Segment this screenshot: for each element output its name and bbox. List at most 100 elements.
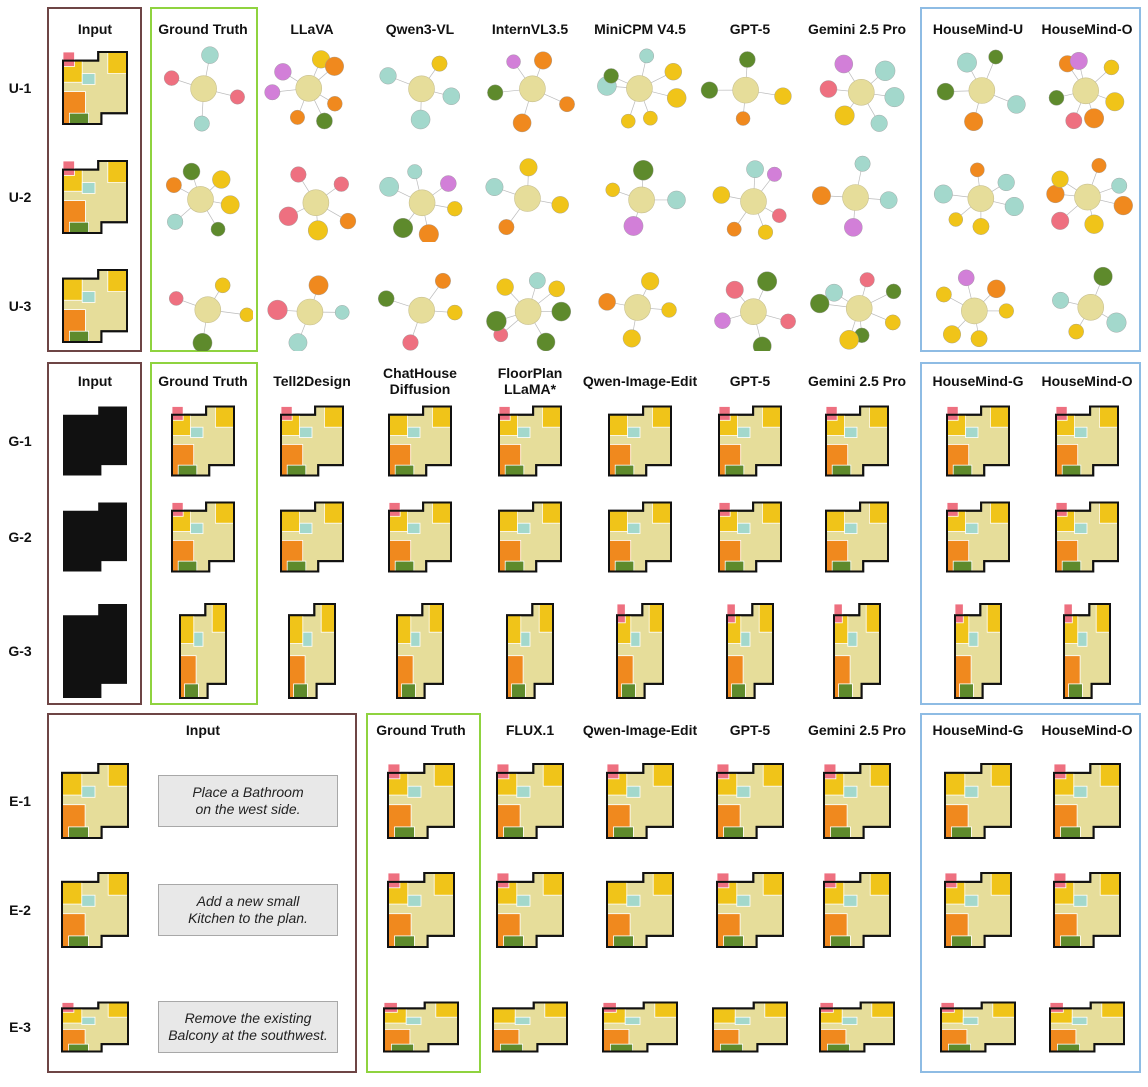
bathroom-node: [167, 213, 184, 230]
floorplan: [381, 1000, 461, 1055]
bathroom-room: [965, 522, 979, 534]
bathroom-node: [854, 155, 871, 172]
livingroom-node: [628, 186, 655, 214]
balcony-node: [752, 336, 772, 356]
column-header: ChatHouse Diffusion: [383, 365, 457, 397]
edit-instruction: Place a Bathroom on the west side.: [158, 775, 338, 827]
livingroom-node: [295, 75, 323, 102]
floorplan: [59, 1000, 131, 1055]
bathroom-room: [514, 1016, 531, 1025]
masterroom-node: [165, 177, 182, 193]
room-graph: [590, 152, 690, 242]
kitchen-node: [819, 80, 838, 98]
column-header: FloorPlan LLaMA*: [497, 365, 563, 397]
input-box: [47, 713, 357, 1073]
room-graph: [480, 152, 580, 242]
balcony-room: [184, 683, 199, 699]
bedroom-room: [324, 502, 344, 524]
balcony-room: [177, 560, 198, 572]
column-header: LLaVA: [290, 21, 334, 37]
livingroom-node: [194, 296, 222, 324]
kitchen-room: [388, 502, 401, 517]
livingroom-node: [740, 298, 767, 326]
boundary-mask: [60, 601, 130, 701]
balcony-room: [723, 935, 744, 948]
bathroom-room: [964, 894, 979, 907]
room-graph: [928, 152, 1028, 242]
bedroom-room: [1099, 872, 1121, 896]
row-label: G-2: [8, 529, 32, 545]
balcony-room: [947, 1043, 972, 1052]
bedroom-node: [214, 277, 231, 294]
masterroom-node: [1084, 108, 1104, 129]
ground-truth-box: [150, 362, 258, 705]
masterroom-node: [598, 293, 616, 311]
balcony-room: [390, 1043, 415, 1052]
outer-wall: [61, 1001, 129, 1053]
room-graph: [262, 43, 362, 133]
bedroom-room: [871, 1002, 895, 1018]
room-graph: [807, 261, 907, 351]
masterroom-node: [987, 279, 1006, 299]
bathroom-room: [734, 1016, 751, 1025]
floorplan: [496, 500, 564, 575]
kitchen-node: [402, 334, 419, 351]
masterroom-node: [1046, 184, 1065, 204]
column-header: Input: [77, 373, 113, 389]
bedroom-room: [62, 278, 83, 301]
kitchen-room: [62, 51, 75, 67]
outer-wall: [946, 405, 1010, 477]
bedroom-room: [1099, 763, 1121, 787]
floorplan: [286, 601, 338, 701]
kitchen-room: [833, 603, 843, 624]
bedroom-node: [239, 307, 255, 323]
kitchen-room: [946, 502, 959, 517]
room-graph: [370, 152, 470, 245]
balcony-room: [68, 935, 89, 948]
bedroom-node: [935, 286, 952, 303]
room-graph: [262, 261, 362, 352]
balcony-node: [316, 112, 333, 130]
bedroom-room: [652, 502, 672, 524]
bedroom-room: [1101, 1002, 1125, 1018]
room-graph: [1037, 261, 1137, 351]
balcony-room: [831, 464, 852, 476]
kitchen-room: [718, 406, 731, 421]
floorplan: [942, 761, 1014, 841]
bedroom-node: [757, 224, 774, 240]
kitchen-room: [954, 603, 964, 624]
outer-wall: [1053, 763, 1121, 839]
room-graph: [928, 261, 1028, 351]
room-graph: [700, 261, 800, 356]
balcony-node: [393, 218, 414, 238]
bedroom-room: [1095, 603, 1111, 633]
masterroom-node: [308, 275, 329, 296]
room-graph: [928, 43, 1028, 133]
bathroom-node: [879, 191, 898, 209]
room-graph: [1037, 152, 1137, 242]
bedroom-node: [1084, 214, 1104, 234]
bedroom-room: [396, 614, 412, 644]
column-header: Gemini 2.5 Pro: [807, 722, 907, 738]
bathroom-room: [517, 426, 531, 438]
room-graph: [700, 43, 800, 133]
kitchen-room: [498, 406, 511, 421]
outer-wall: [608, 501, 672, 573]
bedroom-room: [215, 406, 235, 428]
bathroom-room: [407, 785, 422, 798]
bedroom-room: [433, 872, 455, 896]
bedroom-room: [107, 1002, 129, 1018]
outer-wall: [61, 763, 129, 839]
bedroom-room: [107, 872, 129, 896]
outer-wall: [388, 405, 452, 477]
bathroom-room: [81, 894, 96, 907]
bathroom-room: [626, 894, 641, 907]
balcony-room: [952, 560, 973, 572]
masterroom-node: [1113, 196, 1133, 216]
bedroom-room: [869, 406, 889, 428]
kitchen-node: [290, 166, 307, 183]
row-label: U-2: [8, 189, 32, 205]
balcony-node: [1048, 90, 1065, 106]
edit-instruction: Add a new small Kitchen to the plan.: [158, 884, 338, 936]
kitchen-room: [1055, 502, 1068, 517]
